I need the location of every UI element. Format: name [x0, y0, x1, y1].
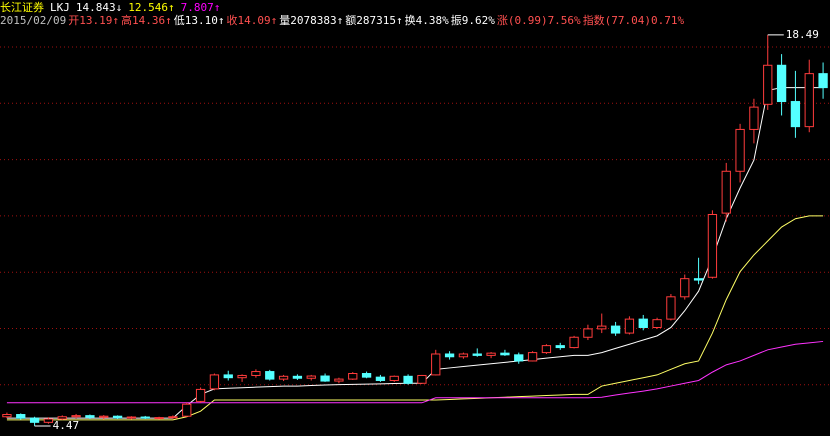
max-label: 18.49 [786, 28, 819, 41]
grid [0, 46, 830, 386]
candle-body [278, 375, 289, 380]
header-field: 换4.38% [405, 13, 449, 27]
header-line: 长江证券 LKJ 14.843↓ 12.546↑ 7.807↑ [0, 0, 220, 14]
candle-body [666, 296, 676, 320]
candle-body [57, 416, 67, 420]
candle-body [500, 352, 510, 356]
candle-body [2, 414, 12, 418]
candle-body [375, 376, 386, 381]
candle-body [389, 375, 399, 381]
candle-body [99, 415, 109, 418]
header-field: 指数(77.04)0.71% [583, 13, 685, 27]
header-field: 12.546↑ [128, 1, 174, 14]
header-field: 低13.10↑ [174, 14, 225, 27]
candle-body [16, 414, 26, 419]
candle-body [652, 319, 662, 328]
candle-body [541, 345, 552, 354]
moving-average-line [6, 215, 824, 421]
candle-body [458, 353, 469, 358]
candle-body [292, 375, 303, 379]
header-field: 开13.19↑ [68, 14, 119, 27]
candle-body [597, 325, 607, 330]
moving-average-line [6, 340, 824, 404]
candle-body [583, 328, 593, 338]
candle-body [112, 415, 123, 419]
candle-body [707, 214, 718, 278]
candle-body [403, 375, 413, 384]
header-field: 长江证券 [0, 0, 44, 14]
candle-body [320, 375, 330, 382]
candle-body [486, 352, 496, 356]
candle-body [818, 73, 828, 89]
header-field: LKJ [50, 1, 70, 14]
header-field: 振9.62% [451, 13, 495, 27]
candle-body [195, 388, 206, 402]
candle-body [431, 353, 441, 376]
header-field: 额287315↑ [345, 14, 402, 27]
header-line: 2015/02/09 开13.19↑ 高14.36↑ 低13.10↑ 收14.09↑ 量2… [0, 13, 685, 27]
header: 长江证券 LKJ 14.843↓ 12.546↑ 7.807↑2015/02/09 开13… [0, 0, 685, 27]
candle-body [43, 418, 54, 423]
candle-body [29, 417, 40, 423]
candle-body [514, 354, 524, 362]
candle-body [265, 371, 275, 380]
candle-body [85, 415, 95, 418]
plot: 18.49 4.47 [2, 28, 828, 432]
candle-body [763, 64, 773, 105]
candle-body [154, 417, 164, 420]
header-field: 14.843↓ [76, 1, 122, 14]
header-field: 收14.09↑ [226, 13, 277, 27]
candle-body [306, 375, 316, 379]
candle-body [680, 278, 690, 298]
header-field: 7.807↑ [181, 1, 221, 14]
candle-body [168, 416, 178, 419]
candle-body [140, 416, 150, 419]
candle-body [624, 318, 635, 334]
candle-body [776, 64, 787, 103]
candle-body [721, 170, 731, 214]
moving-average-line [6, 87, 824, 419]
candle-body [251, 371, 261, 376]
candle-body [71, 415, 81, 418]
candle-body [472, 353, 482, 356]
candle-body [790, 101, 801, 128]
candle-body [527, 352, 538, 362]
candle-body [334, 378, 344, 382]
candle-body [444, 353, 455, 358]
header-field: 涨(0.99)7.56% [497, 14, 581, 27]
candle-body [361, 373, 372, 378]
candle-body [693, 278, 704, 281]
candle-body [417, 374, 427, 384]
candle-body [209, 374, 220, 390]
candle-body [126, 416, 137, 419]
candle-body [348, 373, 358, 380]
candle-body [610, 325, 621, 334]
candle-body [555, 345, 565, 349]
header-field: 2015/02/09 [0, 14, 66, 27]
header-field: 量2078383↑ [279, 14, 343, 27]
candle-body [735, 128, 745, 172]
candle-body [638, 318, 648, 328]
candle-body [804, 73, 814, 128]
candle-body [237, 374, 247, 379]
header-field: 高14.36↑ [121, 13, 172, 27]
candle-body [569, 336, 579, 349]
candle-body [223, 374, 233, 379]
candle-body [182, 403, 192, 417]
min-label: 4.47 [53, 419, 79, 432]
candle-body [749, 106, 759, 130]
